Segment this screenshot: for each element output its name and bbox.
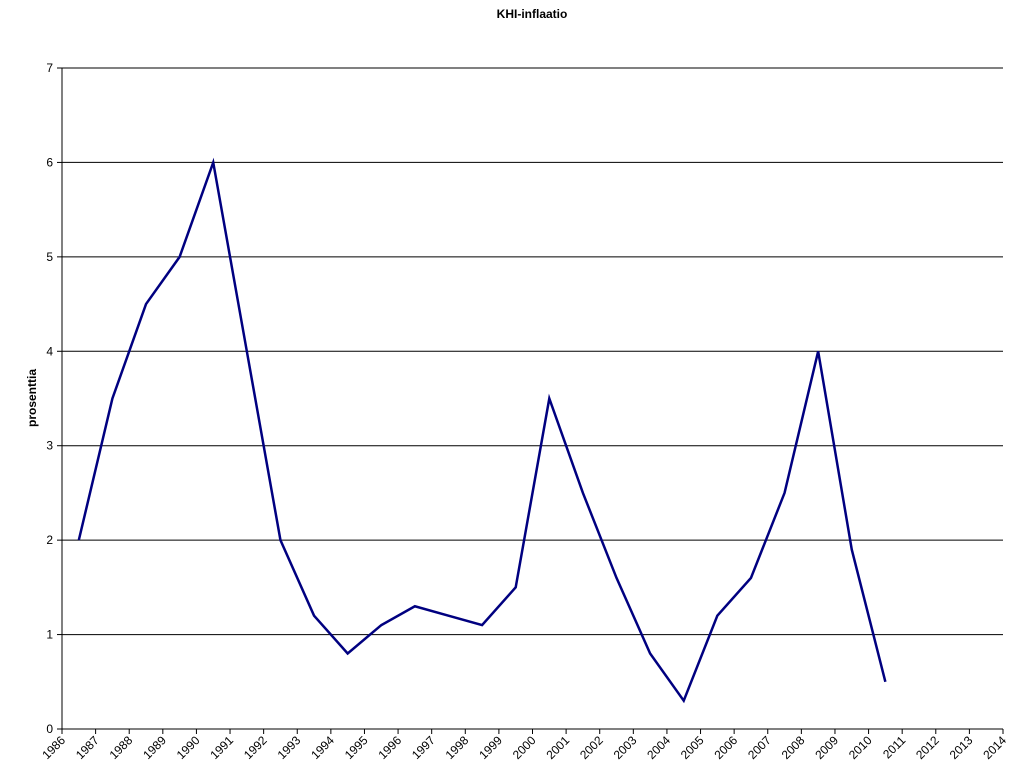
x-tick-label: 1996 xyxy=(375,733,404,762)
x-tick-label: 1998 xyxy=(443,733,472,762)
x-tick-label: 2002 xyxy=(577,733,606,762)
x-tick-label: 2001 xyxy=(543,733,572,762)
y-tick-label: 7 xyxy=(46,61,53,75)
x-tick-label: 2012 xyxy=(913,733,942,762)
x-tick-label: 2013 xyxy=(947,733,976,762)
x-tick-label: 2010 xyxy=(846,733,875,762)
y-tick-label: 0 xyxy=(46,722,53,736)
x-tick-label: 2004 xyxy=(644,733,673,762)
x-tick-label: 1989 xyxy=(140,733,169,762)
y-tick-label: 1 xyxy=(46,628,53,642)
x-tick-label: 1992 xyxy=(241,733,270,762)
x-tick-label: 2005 xyxy=(678,733,707,762)
x-tick-label: 2000 xyxy=(510,733,539,762)
x-tick-label: 1986 xyxy=(39,733,68,762)
x-tick-label: 1990 xyxy=(174,733,203,762)
x-tick-label: 1997 xyxy=(409,733,438,762)
x-tick-label: 1999 xyxy=(476,733,505,762)
x-tick-label: 2003 xyxy=(611,733,640,762)
x-tick-label: 2007 xyxy=(745,733,774,762)
line-series xyxy=(77,157,887,704)
x-tick-label: 1988 xyxy=(107,733,136,762)
y-tick-label: 2 xyxy=(46,533,53,547)
y-tick-label: 6 xyxy=(46,155,53,169)
x-tick-label: 2008 xyxy=(779,733,808,762)
x-tick-label: 1991 xyxy=(207,733,236,762)
y-tick-label: 4 xyxy=(46,344,53,358)
x-tick-label: 1993 xyxy=(275,733,304,762)
y-tick-label: 3 xyxy=(46,439,53,453)
x-tick-label: 2006 xyxy=(711,733,740,762)
y-tick-label: 5 xyxy=(46,250,53,264)
x-tick-label: 1994 xyxy=(308,733,337,762)
x-tick-label: 1987 xyxy=(73,733,102,762)
x-tick-label: 2009 xyxy=(812,733,841,762)
x-tick-label: 2011 xyxy=(880,733,908,761)
y-axis-label: prosenttia xyxy=(25,369,39,427)
x-tick-label: 1995 xyxy=(342,733,371,762)
x-tick-label: 2014 xyxy=(980,733,1009,762)
chart-title: KHI-inflaatio xyxy=(497,7,568,21)
